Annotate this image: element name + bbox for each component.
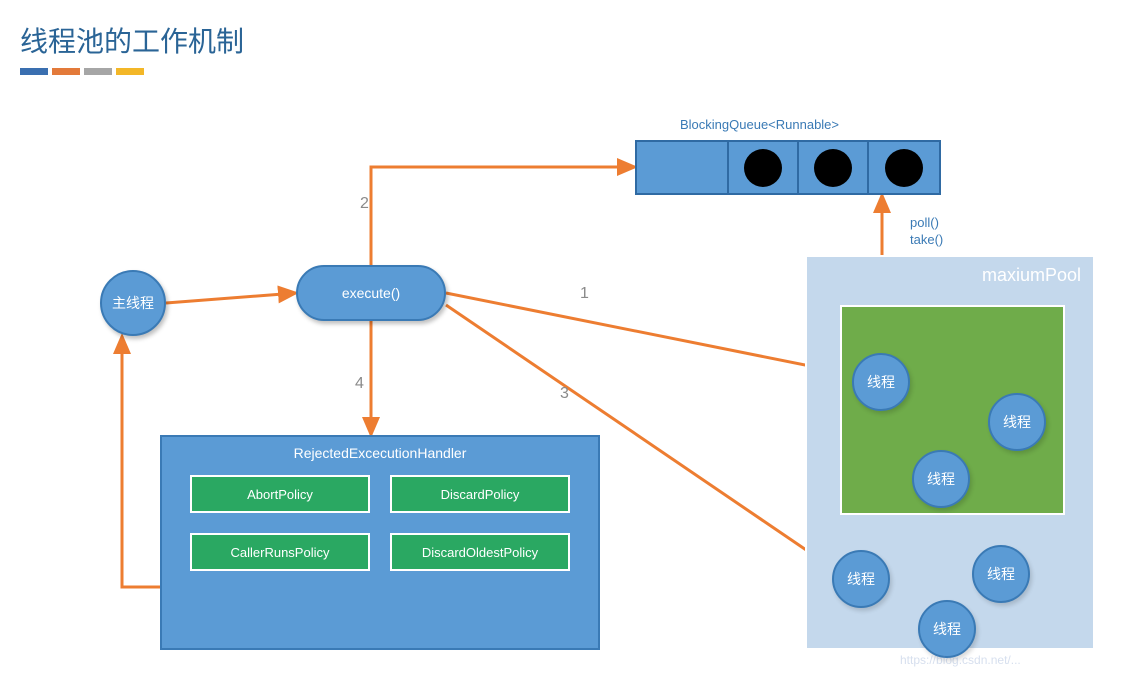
policy-grid: AbortPolicy DiscardPolicy CallerRunsPolicy… — [162, 475, 598, 593]
queue-task-icon — [885, 149, 923, 187]
policy-discardpolicy: DiscardPolicy — [390, 475, 570, 513]
thread-node-5: 线程 — [918, 600, 976, 658]
queue-task-icon — [814, 149, 852, 187]
thread-node-1: 线程 — [988, 393, 1046, 451]
pool-title: maxiumPool — [982, 265, 1081, 286]
poll-take-label: poll() take() — [910, 215, 943, 249]
queue-cell-0 — [637, 142, 729, 193]
execute-label: execute() — [342, 285, 400, 301]
main-thread-label: 主线程 — [112, 293, 154, 313]
thread-node-2: 线程 — [912, 450, 970, 508]
diagram-canvas: 主线程 execute() BlockingQueue<Runnable> po… — [20, 95, 1120, 675]
edge-exec-to-core — [446, 293, 855, 375]
page-title: 线程池的工作机制 — [20, 20, 1122, 60]
edge-label-exec-to-core: 1 — [580, 285, 589, 303]
node-main-thread: 主线程 — [100, 270, 166, 336]
policy-abortpolicy: AbortPolicy — [190, 475, 370, 513]
policy-discardoldestpolicy: DiscardOldestPolicy — [390, 533, 570, 571]
poll-text: poll() — [910, 215, 943, 232]
blocking-queue — [635, 140, 941, 195]
queue-label: BlockingQueue<Runnable> — [680, 117, 839, 132]
thread-node-3: 线程 — [832, 550, 890, 608]
title-color-bar — [20, 68, 1122, 75]
take-text: take() — [910, 232, 943, 249]
bar-seg-2 — [52, 68, 80, 75]
handler-title: RejectedExcecutionHandler — [162, 437, 598, 475]
watermark: https://blog.csdn.net/... — [900, 653, 1021, 667]
edge-main-to-exec — [166, 293, 296, 303]
edge-label-exec-to-queue: 2 — [360, 195, 369, 213]
policy-callerrunspolicy: CallerRunsPolicy — [190, 533, 370, 571]
bar-seg-4 — [116, 68, 144, 75]
queue-cell-2 — [799, 142, 869, 193]
rejected-handler-box: RejectedExcecutionHandler AbortPolicy Dis… — [160, 435, 600, 650]
node-execute: execute() — [296, 265, 446, 321]
queue-cell-3 — [869, 142, 939, 193]
edge-exec-to-queue — [371, 167, 635, 265]
thread-node-4: 线程 — [972, 545, 1030, 603]
edge-label-exec-to-pool: 3 — [560, 385, 569, 403]
edge-label-exec-to-handler: 4 — [355, 375, 364, 393]
bar-seg-3 — [84, 68, 112, 75]
thread-node-0: 线程 — [852, 353, 910, 411]
queue-cell-1 — [729, 142, 799, 193]
queue-task-icon — [744, 149, 782, 187]
bar-seg-1 — [20, 68, 48, 75]
